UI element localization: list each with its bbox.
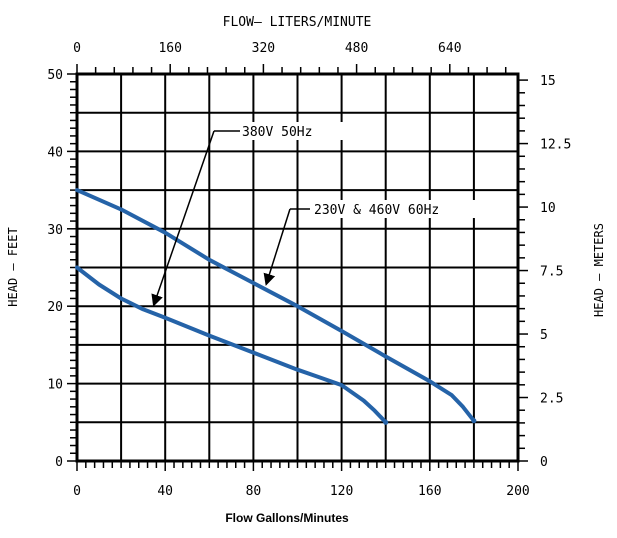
x-top-tick-label: 320: [252, 41, 275, 56]
y-right-tick-label: 7.5: [540, 265, 563, 280]
annotation-bg: [306, 200, 492, 218]
series-line-2: [75, 188, 476, 423]
y-right-tick-label: 5: [540, 328, 548, 343]
y-tick-label: 30: [47, 223, 63, 238]
x-top-tick-label: 480: [345, 41, 368, 56]
y-right-tick-label: 12.5: [540, 138, 571, 153]
x-tick-label: 200: [506, 484, 529, 499]
annotation-arrow: [151, 130, 215, 307]
series-line-1: [75, 265, 388, 425]
y-tick-label: 10: [47, 378, 63, 393]
annotations-layer: 380V 50Hz 230V & 460V 60Hz: [151, 122, 492, 307]
x-tick-label: 160: [418, 484, 441, 499]
right-axis-title: HEAD – METERS: [592, 223, 606, 317]
x-tick-label: 120: [330, 484, 353, 499]
y-right-tick-label: 2.5: [540, 392, 563, 407]
y-tick-label: 20: [47, 300, 63, 315]
x-top-tick-label: 0: [73, 41, 81, 56]
tick-labels-layer: 0 40 80 120 160 200 0 10 20 30 40 50 0 160 320 480 640 0 2…: [47, 41, 571, 499]
series-endpoint: [471, 418, 477, 424]
y-right-tick-label: 0: [540, 455, 548, 470]
minor-ticks: [67, 64, 528, 471]
x-top-tick-label: 640: [438, 41, 461, 56]
left-axis-title: HEAD – FEET: [6, 227, 20, 306]
top-axis-title: FLOW– LITERS/MINUTE: [223, 15, 372, 30]
series-layer: [75, 188, 477, 425]
annotation-arrow: [263, 208, 291, 286]
annotation-bg: [236, 122, 358, 140]
annotation-label-380v: 380V 50Hz: [242, 125, 312, 140]
x-axis-title: Flow Gallons/Minutes: [225, 511, 349, 525]
y-tick-label: 40: [47, 145, 63, 160]
y-right-tick-label: 10: [540, 201, 556, 216]
annotation-label-230v-460v: 230V & 460V 60Hz: [314, 203, 439, 218]
y-tick-label: 50: [47, 68, 63, 83]
y-tick-label: 0: [55, 455, 63, 470]
y-right-tick-label: 15: [540, 74, 556, 89]
x-top-tick-label: 160: [158, 41, 181, 56]
x-tick-label: 80: [246, 484, 262, 499]
x-tick-label: 0: [73, 484, 81, 499]
x-tick-label: 40: [157, 484, 173, 499]
series-endpoint: [383, 419, 389, 425]
